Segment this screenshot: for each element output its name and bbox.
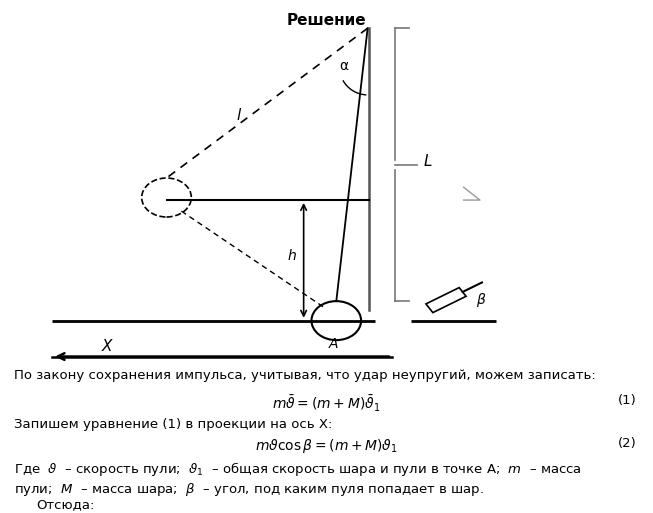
Text: (1): (1): [618, 394, 637, 407]
Text: Отсюда:: Отсюда:: [36, 498, 94, 510]
Text: Где  $\vartheta$  – скорость пули;  $\vartheta_1$  – общая скорость шара и пули : Где $\vartheta$ – скорость пули; $\varth…: [14, 460, 582, 478]
Text: $m\bar{\vartheta} = (m+M)\bar{\vartheta}_1$: $m\bar{\vartheta} = (m+M)\bar{\vartheta}…: [272, 394, 381, 414]
Text: h: h: [287, 249, 296, 264]
Text: β: β: [475, 293, 485, 307]
Text: Решение: Решение: [287, 13, 366, 28]
Text: A: A: [328, 337, 338, 351]
Text: L: L: [423, 154, 432, 169]
Text: По закону сохранения импульса, учитывая, что удар неупругий, можем записать:: По закону сохранения импульса, учитывая,…: [14, 369, 596, 382]
Text: Запишем уравнение (1) в проекции на ось X:: Запишем уравнение (1) в проекции на ось …: [14, 418, 333, 430]
Text: X: X: [101, 339, 112, 354]
Text: l: l: [236, 108, 240, 123]
Text: (2): (2): [618, 437, 637, 450]
Text: α: α: [340, 58, 349, 73]
Text: $m\vartheta\cos\beta = (m+M)\vartheta_1$: $m\vartheta\cos\beta = (m+M)\vartheta_1$: [255, 437, 398, 455]
Text: пули;  $M$  – масса шара;  $\beta$  – угол, под каким пуля попадает в шар.: пули; $M$ – масса шара; $\beta$ – угол, …: [14, 481, 485, 498]
